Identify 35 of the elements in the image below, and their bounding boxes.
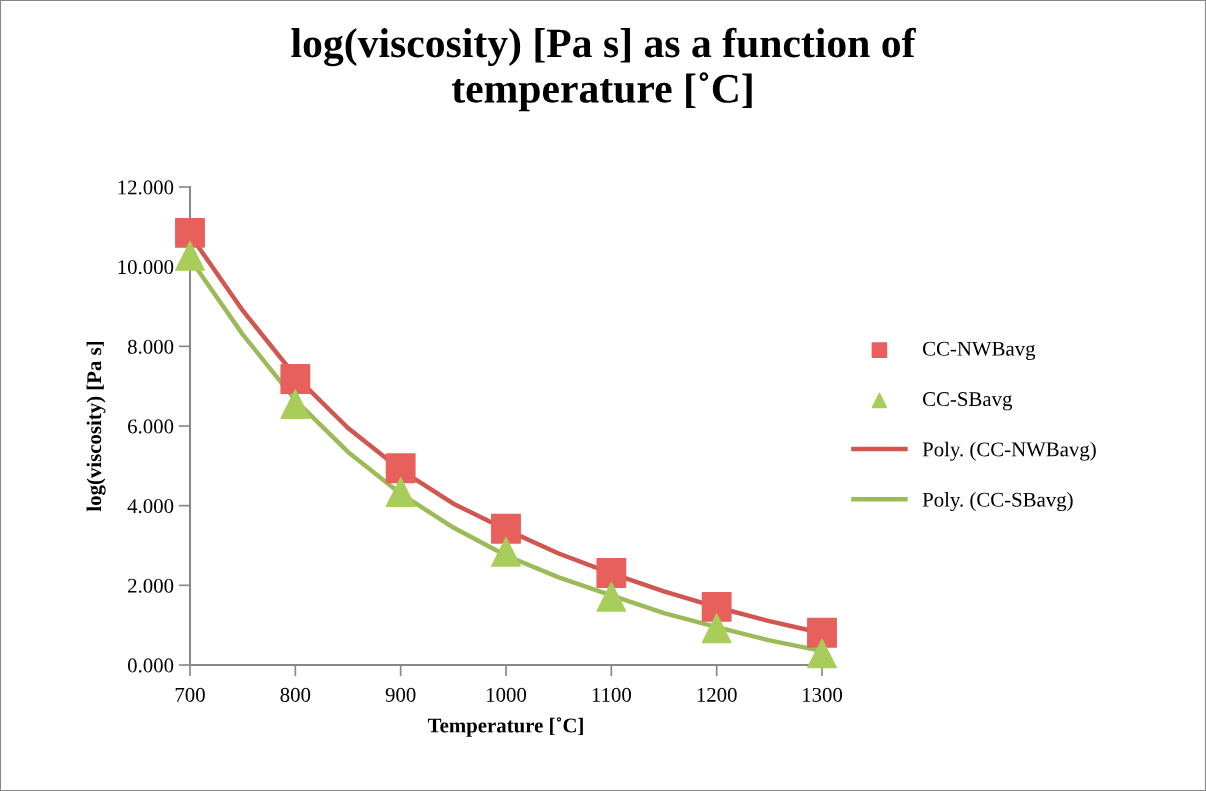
x-tick-label: 700 [175,687,205,702]
point [491,536,521,567]
x-tick-label: 1000 [487,687,527,702]
legend-label: Poly. (CC-NWBavg) [922,441,1096,461]
point [596,558,627,588]
legend-label: CC-SBavg [923,392,1013,411]
y-axis-title: log(viscosity) [Pa s] [86,341,106,512]
point [280,364,311,394]
legend-label: Poly. (CC-SBavg) [922,492,1073,512]
y-tick-label: 0.000 [127,658,174,673]
point [280,389,311,420]
x-tick-label: 1300 [803,687,843,702]
y-tick-label: 12.000 [118,180,174,195]
x-tick-label: 1100 [592,687,631,702]
legend-label: CC-NWBavg [923,341,1036,361]
point [385,453,416,484]
point [701,613,732,644]
x-axis-title: Temperature [˚C] [427,717,583,737]
point [701,591,732,622]
y-tick-label: 10.000 [118,260,174,275]
x-tick-label: 900 [385,687,416,702]
point [175,217,205,248]
point [385,477,416,508]
x-tick-label: 800 [280,687,311,702]
point [596,581,627,612]
point [491,513,521,544]
y-tick-label: 2.000 [128,578,174,593]
point [175,240,205,271]
y-tick-label: 8.000 [127,339,174,354]
point [807,638,837,669]
x-tick-label: 1200 [697,687,737,702]
y-tick-label: 4.000 [127,499,174,514]
y-tick-label: 6.000 [128,419,174,434]
chart-title: log(viscosity) [Pa s] as a function of temperature [˚C] [291,27,916,112]
point [807,617,837,648]
